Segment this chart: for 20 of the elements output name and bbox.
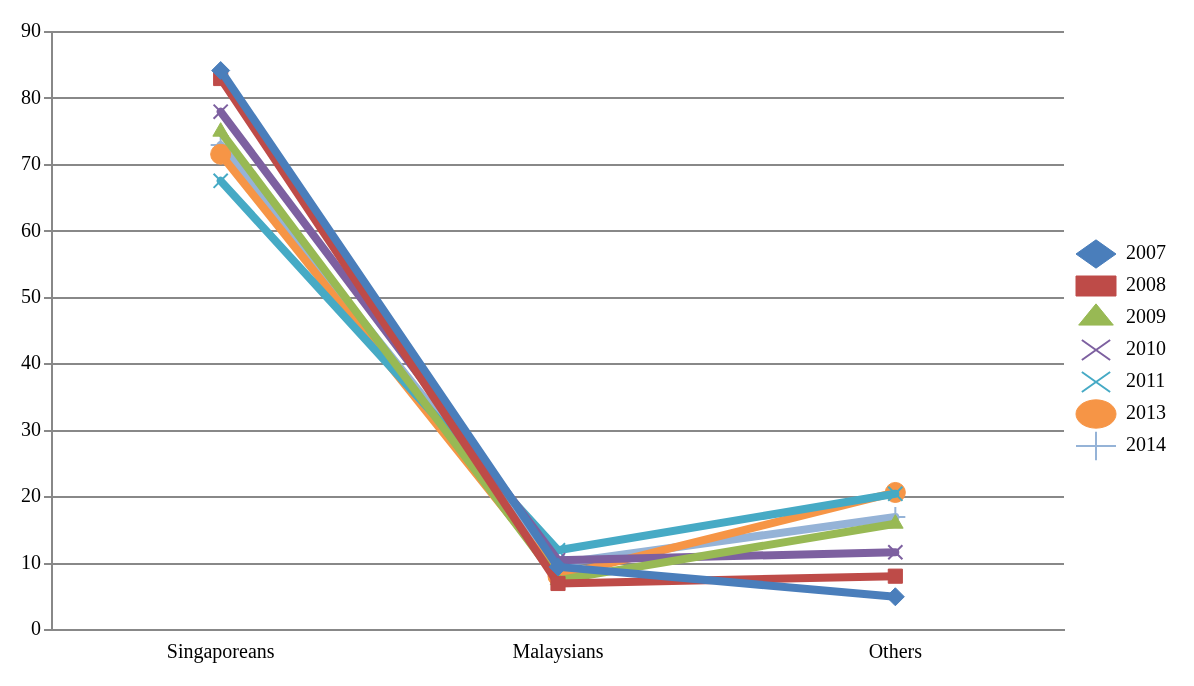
legend-label: 2013 — [1126, 401, 1166, 424]
y-tick-label: 90 — [21, 19, 41, 42]
legend-label: 2010 — [1126, 337, 1166, 360]
y-tick-label: 20 — [21, 484, 41, 507]
y-tick-label: 80 — [21, 85, 41, 108]
y-tick-label: 30 — [21, 417, 41, 440]
legend-label: 2014 — [1126, 433, 1166, 456]
y-tick-label: 60 — [21, 218, 41, 241]
x-tick-label: Malaysians — [512, 640, 604, 664]
y-tick-label: 0 — [31, 617, 41, 640]
x-tick-label: Singaporeans — [166, 640, 275, 664]
legend-label: 2009 — [1126, 305, 1166, 328]
y-tick-label: 10 — [21, 550, 41, 573]
y-tick-label: 50 — [21, 285, 41, 308]
y-tick-label: 40 — [21, 351, 41, 374]
y-tick-label: 70 — [21, 152, 41, 175]
legend-label: 2011 — [1126, 369, 1166, 392]
x-tick-label: Others — [868, 640, 923, 663]
legend-label: 2008 — [1126, 273, 1166, 296]
legend-label: 2007 — [1126, 241, 1166, 264]
